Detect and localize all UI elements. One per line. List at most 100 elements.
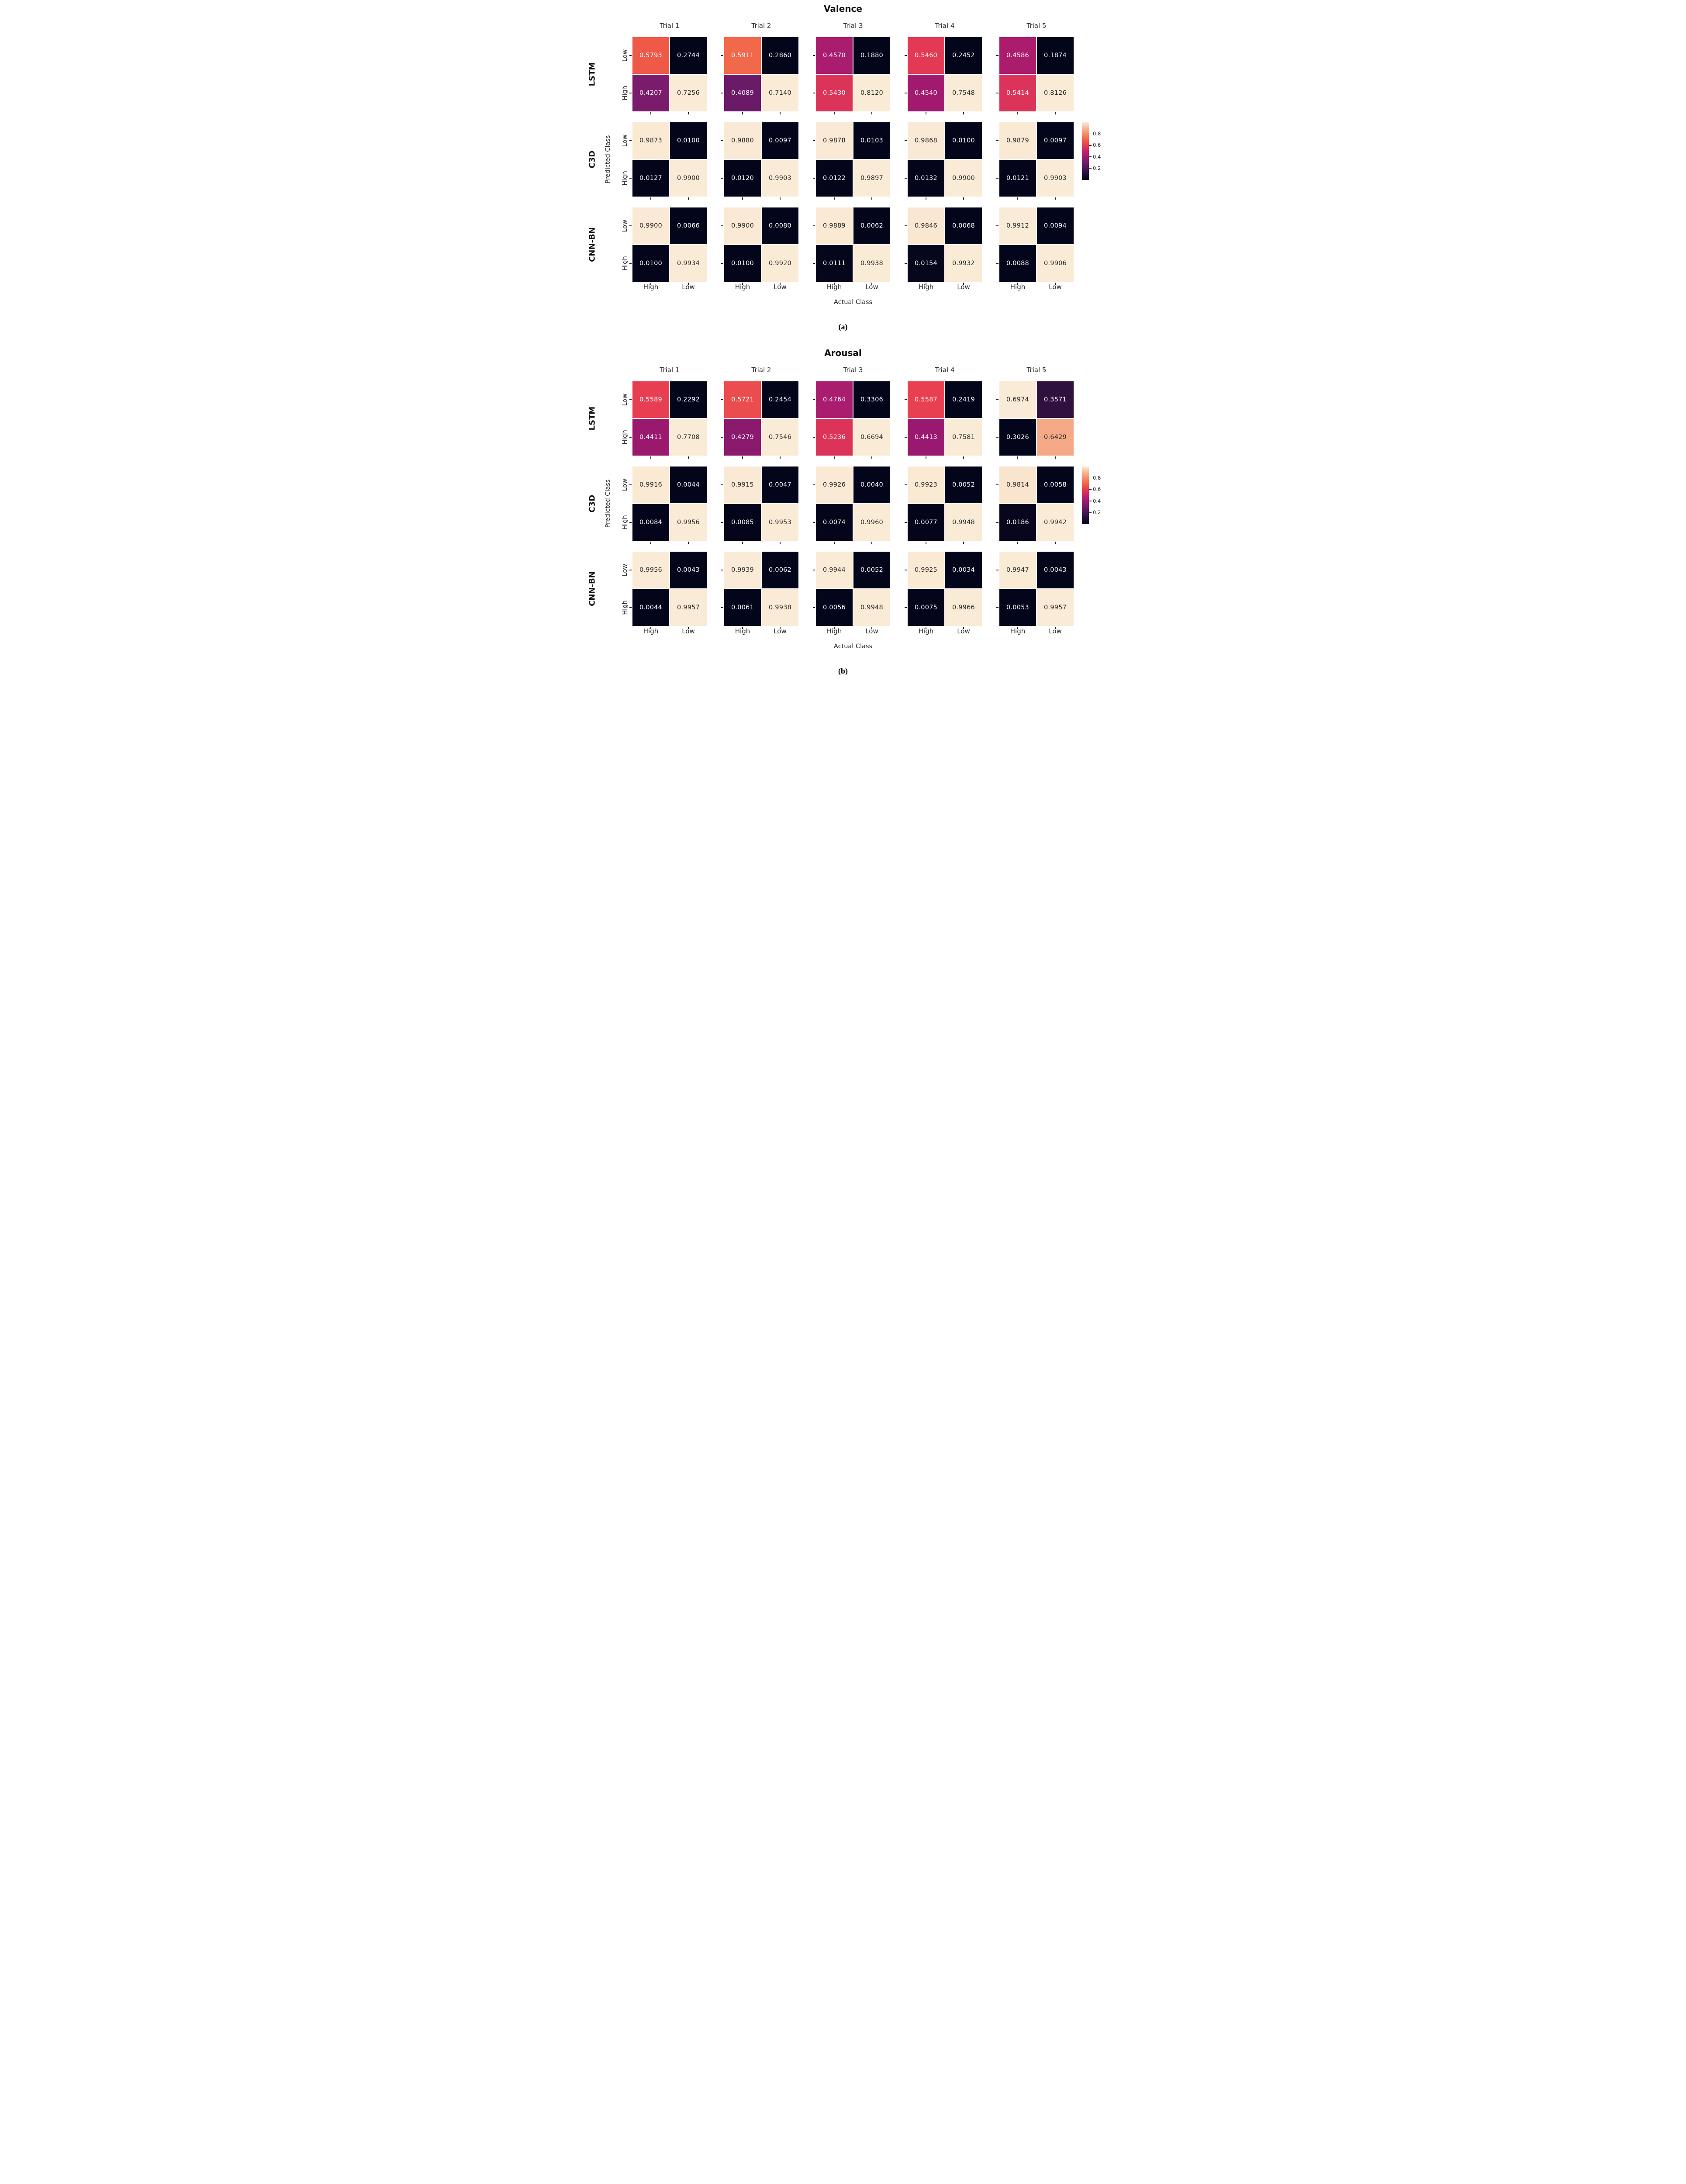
- cell-value: 0.0034: [952, 567, 975, 574]
- matrix-cell: 0.0154: [908, 245, 944, 282]
- cell-value: 0.4207: [639, 90, 662, 97]
- xtick-label: Low: [682, 627, 695, 635]
- matrix-cell: 0.7256: [670, 75, 707, 111]
- axis-tick: [963, 112, 964, 114]
- axis-tick: [1055, 283, 1056, 285]
- cell-value: 0.0186: [1006, 519, 1029, 526]
- axis-tick: [963, 283, 964, 285]
- axis-tick: [721, 607, 723, 608]
- matrix-cell: 0.9934: [670, 245, 707, 282]
- matrix-cell: 0.2454: [762, 381, 798, 418]
- cell-value: 0.9942: [1044, 519, 1067, 526]
- confusion-matrix: 0.9873 0.0100 0.0127 0.9900: [629, 122, 707, 200]
- axis-tick: [629, 140, 632, 141]
- cell-value: 0.0074: [823, 519, 846, 526]
- cell-value: 0.0100: [639, 260, 662, 267]
- cell-value: 0.5911: [731, 52, 754, 59]
- axis-tick: [650, 627, 651, 629]
- matrix-cell: 0.6429: [1037, 419, 1074, 456]
- cell-value: 0.5793: [639, 52, 662, 59]
- matrix-cell: 0.0058: [1037, 467, 1074, 503]
- cell-value: 0.0061: [731, 604, 754, 611]
- matrix-cell: 0.9956: [670, 504, 707, 541]
- cell-value: 0.0047: [769, 481, 791, 488]
- ytick-label-text: Low: [622, 219, 629, 232]
- panel-caption: (b): [838, 667, 848, 675]
- confusion-matrix: 0.9947 0.0043 0.0053 0.9957: [996, 552, 1074, 629]
- cell-value: 0.6974: [1006, 396, 1029, 403]
- cell-value: 0.9957: [1044, 604, 1067, 611]
- panel-title: Valence: [824, 3, 862, 14]
- cell-value: 0.9938: [860, 260, 883, 267]
- axis-tick: [650, 456, 651, 459]
- cell-value: 0.9879: [1006, 137, 1029, 144]
- matrix-cell: 0.0100: [632, 245, 669, 282]
- model-label-text: CNN-BN: [587, 227, 597, 262]
- confusion-matrix: 0.9878 0.0103 0.0122 0.9897: [813, 122, 890, 200]
- confusion-matrix: 0.9925 0.0034 0.0075 0.9966: [905, 552, 982, 629]
- y-axis-label-text: Predicted Class: [605, 135, 612, 184]
- axis-tick: [650, 112, 651, 114]
- axis-tick: [650, 197, 651, 200]
- cell-value: 0.5236: [823, 434, 846, 441]
- xtick-label: Low: [865, 283, 878, 291]
- cell-value: 0.4411: [639, 434, 662, 441]
- matrix-cell: 0.9938: [853, 245, 890, 282]
- matrix-cell: 0.4411: [632, 419, 669, 456]
- axis-tick: [834, 456, 835, 459]
- xtick-label: Low: [774, 283, 787, 291]
- confusion-matrix: 0.9889 0.0062 0.0111 0.9938: [813, 207, 890, 285]
- matrix-cell: 0.4279: [724, 419, 761, 456]
- axis-tick: [813, 399, 815, 400]
- axis-tick: [688, 112, 689, 114]
- cell-value: 0.9900: [731, 222, 754, 229]
- cell-value: 0.1880: [860, 52, 883, 59]
- axis-tick: [905, 263, 907, 264]
- matrix-cell: 0.8126: [1037, 75, 1074, 111]
- axis-tick: [780, 283, 781, 285]
- cell-value: 0.0043: [1044, 567, 1067, 574]
- xtick-label: High: [826, 283, 842, 291]
- matrix-cell: 0.9900: [670, 160, 707, 197]
- cell-value: 0.2454: [769, 396, 791, 403]
- ytick-label-text: High: [622, 515, 629, 530]
- axis-tick: [905, 55, 907, 56]
- cell-value: 0.0062: [860, 222, 883, 229]
- cell-value: 0.4540: [915, 90, 937, 97]
- confusion-matrix: 0.4764 0.3306 0.5236 0.6694: [813, 381, 890, 459]
- axis-tick: [688, 542, 689, 544]
- confusion-matrix: 0.9879 0.0097 0.0121 0.9903: [996, 122, 1074, 200]
- colorbar-tick: [1089, 168, 1092, 169]
- matrix-cell: 0.0084: [632, 504, 669, 541]
- matrix-cell: 0.9900: [945, 160, 982, 197]
- matrix-cell: 0.4586: [999, 37, 1036, 74]
- axis-tick: [813, 437, 815, 438]
- cell-value: 0.0100: [952, 137, 975, 144]
- cell-value: 0.2292: [677, 396, 700, 403]
- matrix-cell: 0.9925: [908, 552, 944, 588]
- cell-value: 0.4089: [731, 90, 754, 97]
- matrix-cell: 0.9944: [816, 552, 853, 588]
- model-label-text: CNN-BN: [587, 571, 597, 606]
- cell-value: 0.9916: [639, 481, 662, 488]
- ytick-label-text: Low: [622, 134, 629, 147]
- matrix-cell: 0.4540: [908, 75, 944, 111]
- matrix-cell: 0.0062: [762, 552, 798, 588]
- cell-value: 0.9903: [769, 175, 791, 182]
- matrix-cell: 0.7546: [762, 419, 798, 456]
- confusion-matrix: 0.9916 0.0044 0.0084 0.9956: [629, 467, 707, 544]
- cell-value: 0.9938: [769, 604, 791, 611]
- axis-tick: [1017, 197, 1018, 200]
- model-label-text: LSTM: [587, 406, 597, 431]
- colorbar-tick: [1089, 145, 1092, 146]
- cell-value: 0.4764: [823, 396, 846, 403]
- axis-tick: [834, 197, 835, 200]
- matrix-cell: 0.0075: [908, 589, 944, 626]
- confusion-matrix: 0.9868 0.0100 0.0132 0.9900: [905, 122, 982, 200]
- cell-value: 0.0088: [1006, 260, 1029, 267]
- colorbar-tick: [1089, 477, 1092, 479]
- axis-tick: [688, 456, 689, 459]
- axis-tick: [1055, 456, 1056, 459]
- axis-tick: [996, 522, 998, 523]
- matrix-cell: 0.0097: [762, 122, 798, 159]
